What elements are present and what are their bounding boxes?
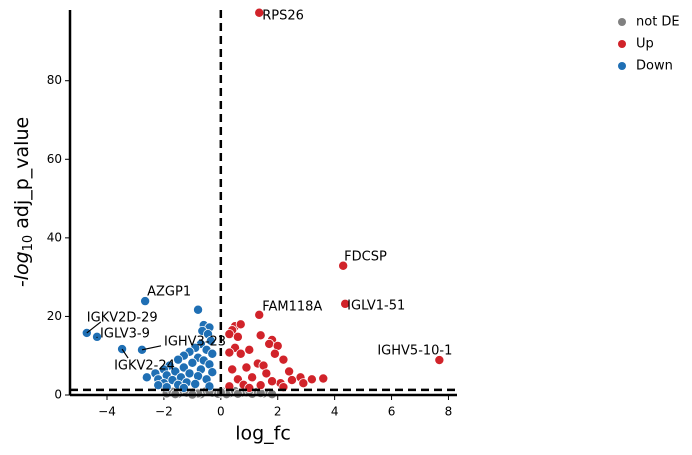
point bbox=[205, 335, 216, 346]
annotation-label: IGKV2-24 bbox=[114, 359, 175, 374]
y-label-suffix: adj_p_value bbox=[11, 117, 33, 235]
legend-swatch bbox=[618, 40, 626, 48]
annotation-connector bbox=[121, 348, 129, 359]
point bbox=[340, 298, 351, 309]
point bbox=[244, 344, 255, 355]
point bbox=[434, 355, 445, 366]
point bbox=[153, 380, 164, 391]
legend-label: not DE bbox=[636, 15, 680, 30]
point bbox=[141, 372, 152, 383]
point bbox=[173, 354, 184, 365]
point bbox=[178, 382, 189, 393]
annotation-label: FDCSP bbox=[344, 249, 387, 264]
x-tick-label: 2 bbox=[274, 405, 282, 419]
point bbox=[264, 338, 275, 349]
point bbox=[244, 382, 255, 393]
legend-label: Down bbox=[636, 59, 673, 74]
x-tick-label: −4 bbox=[98, 405, 116, 419]
point bbox=[140, 296, 151, 307]
y-label-prefix: -log bbox=[11, 251, 33, 287]
point bbox=[254, 309, 265, 320]
x-tick-label: 4 bbox=[331, 405, 339, 419]
point bbox=[269, 348, 280, 359]
y-tick-label: 40 bbox=[47, 230, 62, 244]
point bbox=[187, 357, 198, 368]
point bbox=[224, 329, 235, 340]
annotation-label: RPS26 bbox=[262, 8, 304, 23]
x-tick-label: −2 bbox=[155, 405, 173, 419]
point bbox=[255, 330, 266, 341]
annotation-label: AZGP1 bbox=[147, 285, 191, 300]
annotation-label: IGHV5-10-1 bbox=[377, 344, 452, 359]
point bbox=[338, 260, 349, 271]
point bbox=[318, 373, 329, 384]
annotation-connector bbox=[86, 321, 102, 334]
point bbox=[255, 380, 266, 391]
point bbox=[278, 354, 289, 365]
point bbox=[267, 376, 278, 387]
x-tick-label: 0 bbox=[217, 405, 225, 419]
point bbox=[224, 347, 235, 358]
y-tick-label: 20 bbox=[47, 309, 62, 323]
y-label-sub: 10 bbox=[21, 235, 36, 252]
point bbox=[207, 367, 218, 378]
x-tick-label: 6 bbox=[388, 405, 396, 419]
annotation-label: FAM118A bbox=[262, 299, 322, 314]
point bbox=[184, 368, 195, 379]
legend-label: Up bbox=[636, 37, 654, 52]
y-tick-label: 60 bbox=[47, 152, 62, 166]
annotation-label: IGLV1-51 bbox=[347, 298, 405, 313]
point bbox=[261, 368, 272, 379]
y-tick-label: 80 bbox=[47, 73, 62, 87]
point bbox=[193, 304, 204, 315]
annotation-label: IGHV3-23 bbox=[164, 334, 226, 349]
y-axis-label: -log10 adj_p_value bbox=[11, 117, 36, 287]
point bbox=[284, 366, 295, 377]
point bbox=[227, 364, 238, 375]
annotation-label: IGLV3-9 bbox=[100, 326, 150, 341]
annotation-label: IGKV2D-29 bbox=[87, 310, 158, 325]
point bbox=[241, 362, 252, 373]
point bbox=[207, 348, 218, 359]
x-tick-label: 8 bbox=[445, 405, 453, 419]
point bbox=[286, 375, 297, 386]
point bbox=[232, 331, 243, 342]
point bbox=[298, 378, 309, 389]
point bbox=[190, 378, 201, 389]
y-tick-label: 0 bbox=[54, 388, 62, 402]
point bbox=[235, 348, 246, 359]
point bbox=[235, 319, 246, 330]
annotation-connector bbox=[141, 345, 162, 351]
point bbox=[247, 372, 258, 383]
x-axis-label: log_fc bbox=[235, 423, 291, 445]
legend-swatch bbox=[618, 18, 626, 26]
point bbox=[306, 374, 317, 385]
legend-swatch bbox=[618, 62, 626, 70]
point bbox=[254, 7, 265, 18]
